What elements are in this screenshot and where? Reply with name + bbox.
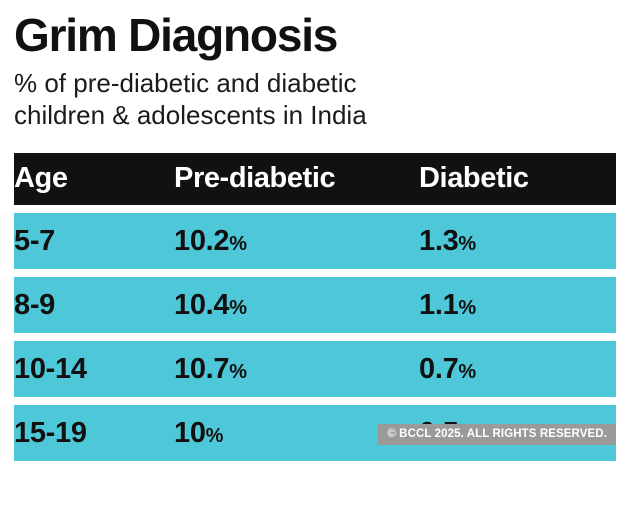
percent-sign: % (229, 296, 248, 319)
value-diabetic: 1.3 (419, 224, 459, 257)
value-pre-diabetic: 10.4 (174, 288, 230, 321)
copyright-watermark: © BCCL 2025. ALL RIGHTS RESERVED. (378, 423, 616, 445)
cell-diabetic: 1.3% (419, 213, 616, 270)
cell-age: 10-14 (14, 341, 174, 398)
percent-sign: % (458, 360, 477, 383)
table-row: 8-9 10.4% 1.1% (14, 277, 616, 334)
percent-sign: % (229, 360, 248, 383)
value-pre-diabetic: 10.7 (174, 352, 230, 385)
cell-diabetic: 0.7% (419, 341, 616, 398)
table-row: 10-14 10.7% 0.7% (14, 341, 616, 398)
column-header-pre-diabetic: Pre-diabetic (174, 153, 419, 206)
cell-pre-diabetic: 10.7% (174, 341, 419, 398)
percent-sign: % (205, 424, 224, 447)
column-header-age: Age (14, 153, 174, 206)
value-diabetic: 0.7 (419, 352, 459, 385)
cell-diabetic: 1.1% (419, 277, 616, 334)
table-header-row: Age Pre-diabetic Diabetic (14, 153, 616, 206)
percent-sign: % (458, 232, 477, 255)
table-body: 5-7 10.2% 1.3% 8-9 10.4% 1.1% 10-14 10.7… (14, 213, 616, 462)
value-diabetic: 1.1 (419, 288, 459, 321)
column-header-diabetic: Diabetic (419, 153, 616, 206)
table-row: 15-19 10% 0.5% (14, 405, 616, 462)
subtitle-line-2: children & adolescents in India (14, 99, 367, 130)
value-pre-diabetic: 10.2 (174, 224, 230, 257)
cell-pre-diabetic: 10% (174, 405, 419, 462)
cell-pre-diabetic: 10.2% (174, 213, 419, 270)
page-subtitle: % of pre-diabetic and diabetic children … (14, 68, 616, 131)
percent-sign: % (458, 296, 477, 319)
cell-age: 15-19 (14, 405, 174, 462)
cell-age: 8-9 (14, 277, 174, 334)
percent-sign: % (229, 232, 248, 255)
table-row: 5-7 10.2% 1.3% (14, 213, 616, 270)
value-pre-diabetic: 10 (174, 416, 206, 449)
cell-pre-diabetic: 10.4% (174, 277, 419, 334)
page-title: Grim Diagnosis (14, 9, 338, 61)
cell-age: 5-7 (14, 213, 174, 270)
subtitle-line-1: % of pre-diabetic and diabetic (14, 68, 357, 98)
table-header: Age Pre-diabetic Diabetic (14, 153, 616, 206)
data-table: Age Pre-diabetic Diabetic 5-7 10.2% 1.3%… (14, 145, 616, 469)
